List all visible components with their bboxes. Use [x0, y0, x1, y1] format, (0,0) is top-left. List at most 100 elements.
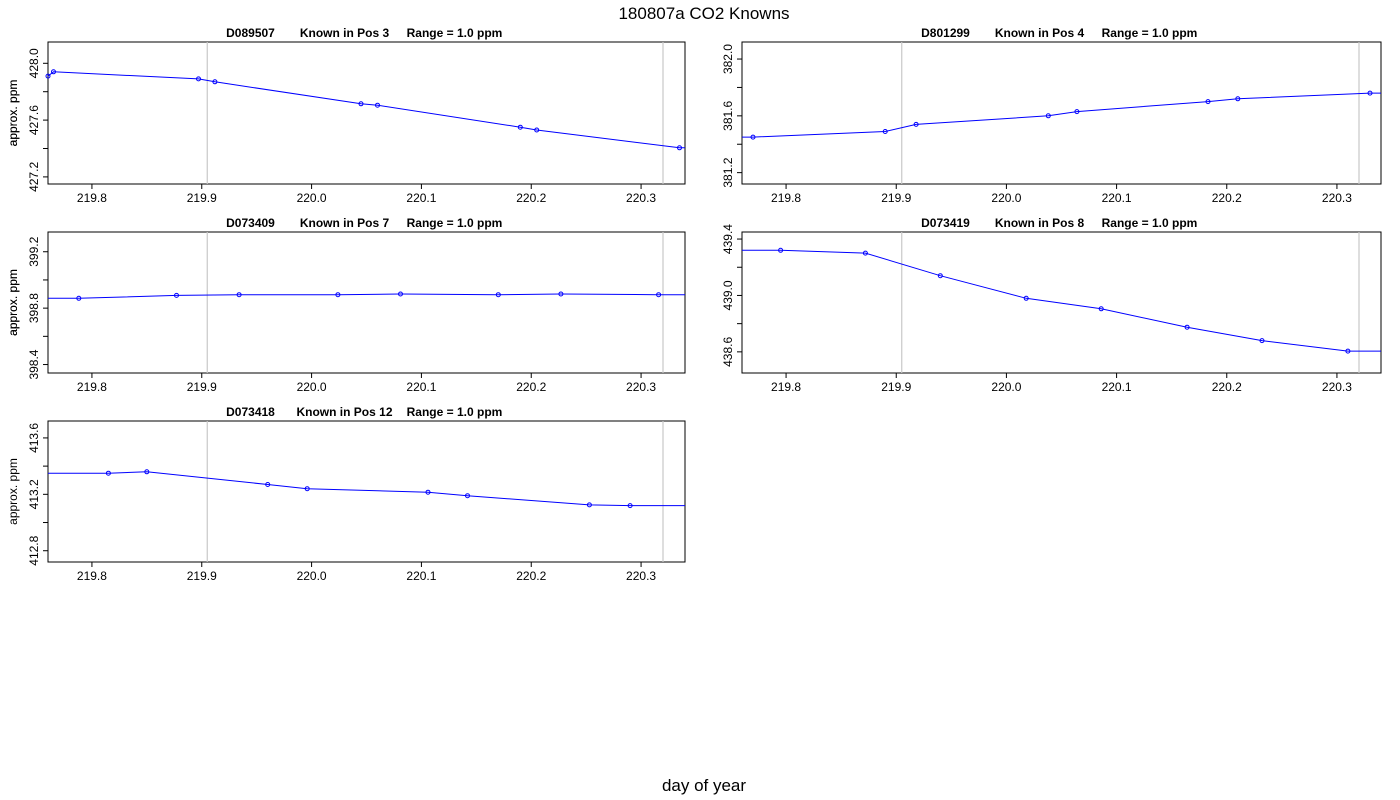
panel-d073409: D073409 Known in Pos 7 Range = 1.0 ppm appr…: [6, 216, 686, 394]
panel-title-id: D073419: [921, 216, 970, 230]
data-point: [236, 292, 242, 298]
y-axis-label: approx. ppm: [6, 80, 20, 147]
panel-title-id: D073409: [226, 216, 275, 230]
data-point: [750, 134, 756, 140]
panel-title-pos: Known in Pos 3: [300, 26, 390, 40]
x-tick-label: 220.1: [406, 380, 436, 394]
data-point: [1259, 338, 1265, 344]
plot-frame: [741, 41, 1382, 185]
x-tick-label: 220.0: [991, 380, 1021, 394]
y-axis-label: approx. ppm: [6, 269, 20, 336]
y-tick-label: 427.2: [27, 162, 41, 192]
y-tick-label: 382.0: [721, 44, 735, 74]
x-tick-label: 219.8: [77, 191, 107, 205]
plot-frame: [47, 231, 686, 374]
panel-title-id: D089507: [226, 26, 275, 40]
panel-title-range: Range = 1.0 ppm: [1102, 216, 1198, 230]
panel-title-pos: Known in Pos 8: [995, 216, 1085, 230]
data-point: [677, 145, 682, 151]
x-tick-label: 219.9: [187, 569, 217, 583]
data-point: [398, 291, 403, 297]
x-tick-label: 220.3: [626, 569, 656, 583]
x-tick-label: 220.1: [1102, 380, 1132, 394]
y-tick-label: 399.2: [27, 236, 41, 266]
x-tick-label: 220.3: [626, 380, 656, 394]
data-point: [1345, 348, 1351, 354]
y-tick-label: 381.2: [721, 157, 735, 187]
y-tick-label: 439.4: [721, 224, 735, 254]
panel-title-pos: Known in Pos 7: [300, 216, 390, 230]
data-point: [425, 489, 431, 495]
x-tick-label: 219.9: [187, 191, 217, 205]
data-point: [1023, 295, 1029, 301]
data-point: [882, 129, 888, 134]
data-point: [1235, 96, 1241, 102]
data-point: [862, 250, 868, 256]
x-tick-label: 220.2: [516, 380, 546, 394]
x-tick-label: 220.1: [1102, 191, 1132, 205]
x-tick-label: 220.2: [1212, 380, 1242, 394]
x-tick-label: 219.9: [881, 380, 911, 394]
y-tick-label: 412.8: [27, 535, 41, 565]
panel-title-id: D801299: [921, 26, 970, 40]
data-point: [51, 69, 56, 75]
x-tick-label: 219.8: [771, 191, 801, 205]
panel-d089507: D089507 Known in Pos 3 Range = 1.0 ppm appr…: [6, 26, 686, 205]
x-tick-label: 219.8: [771, 380, 801, 394]
data-point: [1367, 90, 1373, 96]
y-tick-label: 398.4: [27, 349, 41, 379]
y-axis-label: approx. ppm: [6, 269, 20, 336]
x-tick-label: 220.3: [1322, 191, 1352, 205]
panel-title-range: Range = 1.0 ppm: [407, 405, 503, 419]
data-point: [1205, 99, 1211, 105]
data-point: [656, 292, 662, 298]
data-point: [76, 295, 82, 301]
data-point: [144, 469, 150, 475]
data-point: [465, 493, 470, 499]
data-point: [174, 292, 179, 298]
data-point: [105, 470, 111, 476]
data-point: [558, 291, 564, 297]
data-point: [495, 292, 501, 298]
panel-title-range: Range = 1.0 ppm: [407, 216, 503, 230]
data-point: [375, 102, 380, 108]
x-tick-label: 220.3: [626, 191, 656, 205]
series-line: [48, 293, 685, 299]
plot-frame: [47, 420, 686, 563]
data-point: [45, 73, 51, 79]
data-point: [196, 76, 201, 82]
y-tick-label: 413.6: [27, 423, 41, 453]
plot-frame: [47, 41, 686, 185]
series-line: [742, 249, 1381, 352]
data-point: [627, 503, 633, 509]
y-tick-label: 427.6: [27, 105, 41, 135]
y-tick-label: 398.8: [27, 293, 41, 323]
x-tick-label: 219.9: [881, 191, 911, 205]
panel-title-range: Range = 1.0 ppm: [407, 26, 503, 40]
panel-d801299: D801299 Known in Pos 4 Range = 1.0 ppm appr…: [6, 26, 1382, 205]
x-tick-label: 219.8: [77, 380, 107, 394]
x-tick-label: 220.2: [516, 569, 546, 583]
panel-title-id: D073418: [226, 405, 275, 419]
panel-title-pos: Known in Pos 12: [296, 405, 392, 419]
panel-d073419: D073419 Known in Pos 8 Range = 1.0 ppm appr…: [6, 216, 1382, 394]
y-tick-label: 438.6: [721, 337, 735, 367]
plot-frame: [741, 231, 1382, 374]
y-tick-label: 428.0: [27, 48, 41, 78]
data-point: [304, 486, 310, 492]
x-axis-label: day of year: [662, 776, 746, 795]
x-tick-label: 220.1: [406, 569, 436, 583]
x-tick-label: 219.9: [187, 380, 217, 394]
data-point: [1045, 113, 1051, 119]
data-point: [586, 502, 592, 508]
x-tick-label: 220.1: [406, 191, 436, 205]
x-tick-label: 220.0: [297, 191, 327, 205]
data-point: [212, 79, 218, 85]
data-point: [534, 127, 540, 133]
data-point: [1098, 306, 1104, 312]
series-line: [47, 71, 685, 149]
x-tick-label: 220.0: [297, 569, 327, 583]
y-axis-label: approx. ppm: [6, 458, 20, 525]
series-line: [48, 471, 685, 507]
